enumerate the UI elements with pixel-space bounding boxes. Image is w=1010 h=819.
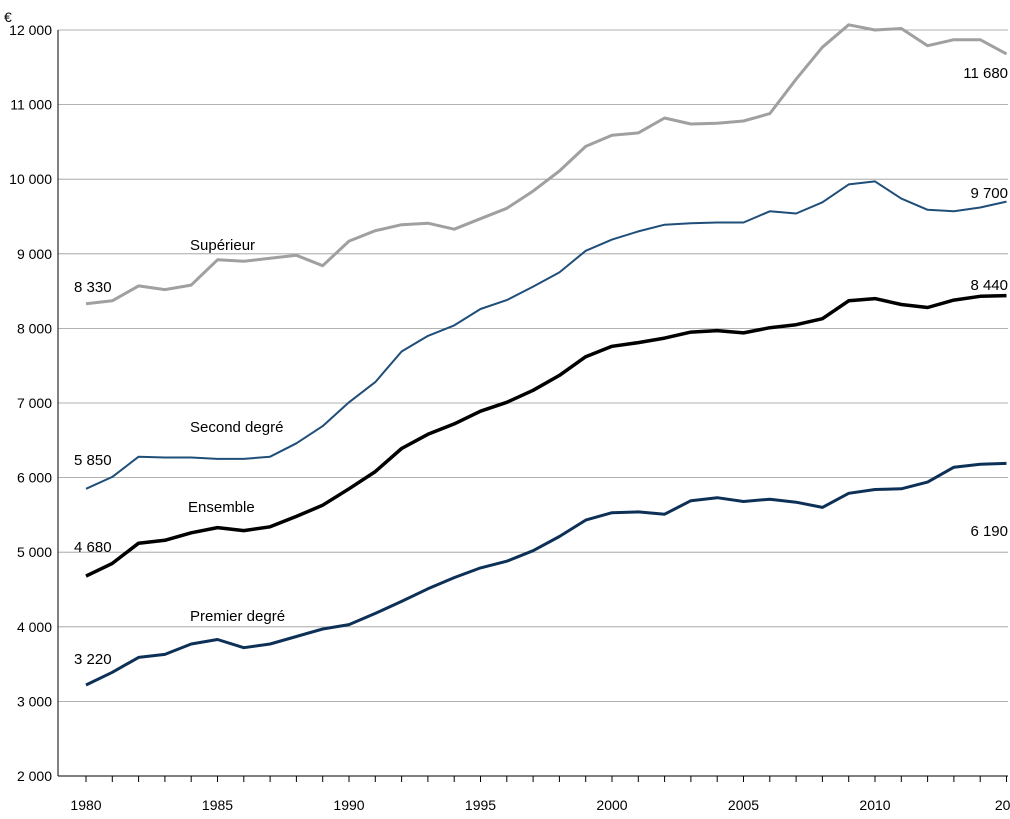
x-tick-label: 2010	[859, 797, 890, 813]
end-value-label: 11 680	[963, 65, 1008, 82]
x-tick-label: 2000	[596, 797, 627, 813]
end-value-label: 6 190	[970, 523, 1008, 540]
start-value-label: 4 680	[74, 539, 112, 556]
series-line	[85, 293, 1007, 578]
y-unit-label: €	[4, 9, 12, 25]
series-lines	[85, 23, 1008, 687]
y-tick-label: 2 000	[17, 768, 52, 784]
series-line	[85, 23, 1008, 306]
y-axis: 2 000 3 000 4 000 5 000 6 000 7 000 8 000 9 000…	[9, 22, 59, 784]
series-name-label: Premier degré	[190, 608, 285, 625]
y-tick-label: 10 000	[9, 171, 52, 187]
x-tick-label: 201	[995, 797, 1010, 813]
series-name-label: Second degré	[190, 419, 283, 436]
y-tick-label: 5 000	[17, 544, 52, 560]
start-value-label: 3 220	[74, 651, 112, 668]
end-value-label: 9 700	[970, 185, 1008, 202]
start-value-label: 8 330	[74, 279, 112, 296]
annotations: Supérieur 8 330 11 680 Second degré 5 850 9 7…	[74, 65, 1008, 668]
y-tick-label: 12 000	[9, 22, 52, 38]
y-tick-label: 4 000	[17, 619, 52, 635]
y-tick-label: 3 000	[17, 693, 52, 709]
start-value-label: 5 850	[74, 452, 112, 469]
y-tick-label: 9 000	[17, 246, 52, 262]
series-name-label: Supérieur	[190, 237, 255, 254]
x-tick-label: 1985	[202, 797, 233, 813]
series-line	[85, 461, 1007, 687]
x-tick-label: 1995	[465, 797, 496, 813]
y-tick-label: 8 000	[17, 320, 52, 336]
y-tick-label: 6 000	[17, 470, 52, 486]
x-tick-label: 1990	[333, 797, 364, 813]
x-tick-label: 1980	[70, 797, 101, 813]
x-tick-label: 2005	[728, 797, 759, 813]
y-tick-label: 7 000	[17, 395, 52, 411]
gridlines	[58, 29, 1008, 702]
series-line	[85, 180, 1007, 490]
series-name-label: Ensemble	[188, 499, 255, 516]
end-value-label: 8 440	[970, 277, 1008, 294]
x-axis: 1980 1985 1990 1995 2000 2005 2010 201	[58, 775, 1010, 813]
y-tick-label: 11 000	[10, 97, 52, 113]
